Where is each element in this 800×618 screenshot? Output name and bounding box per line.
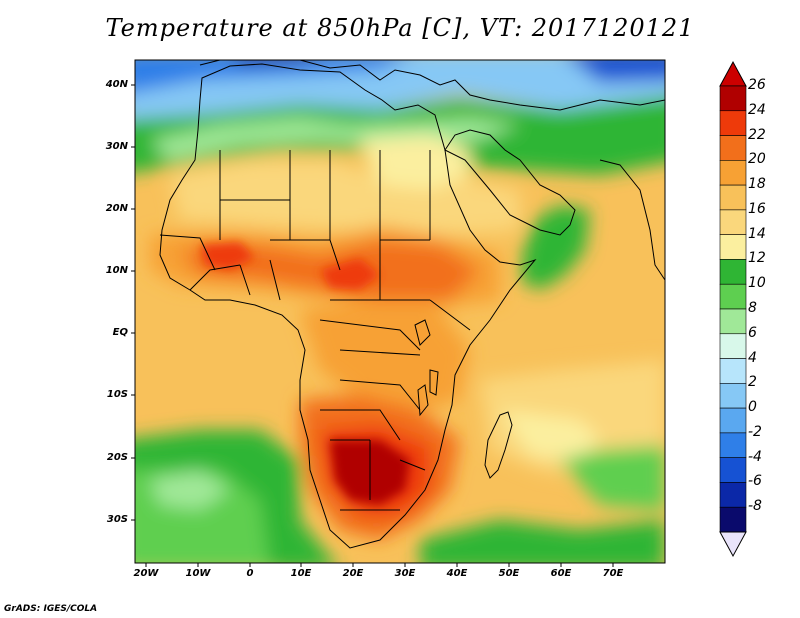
colorbar-label: 24 bbox=[748, 101, 766, 118]
colorbar-cell bbox=[719, 209, 747, 235]
lat-label-30s: 30S bbox=[106, 514, 128, 525]
lon-label-60e: 60E bbox=[550, 568, 572, 579]
lat-label-20s: 20S bbox=[106, 452, 128, 463]
colorbar-cell bbox=[719, 283, 747, 310]
colorbar-label: 16 bbox=[748, 200, 766, 217]
lat-label-40n: 40N bbox=[105, 79, 128, 90]
colorbar-label: -6 bbox=[748, 473, 762, 490]
colorbar-label: 18 bbox=[748, 176, 766, 193]
colorbar-cell bbox=[719, 160, 747, 186]
colorbar-cell bbox=[719, 333, 747, 359]
colorbar-cell bbox=[719, 135, 747, 161]
colorbar-label: 10 bbox=[748, 275, 766, 292]
colorbar-under-arrow bbox=[719, 531, 747, 558]
colorbar-cell bbox=[719, 358, 747, 384]
temperature-field bbox=[135, 60, 665, 563]
lat-label-10s: 10S bbox=[106, 389, 128, 400]
colorbar-label: -2 bbox=[748, 423, 762, 440]
lon-label-40e: 40E bbox=[446, 568, 468, 579]
colorbar-cell bbox=[719, 184, 747, 211]
colorbar-cell bbox=[719, 259, 747, 285]
credit-text: GrADS: IGES/COLA bbox=[4, 604, 98, 614]
colorbar-label: 20 bbox=[748, 151, 766, 168]
colorbar-cell bbox=[719, 407, 747, 434]
lon-label-10w: 10W bbox=[185, 568, 211, 579]
lon-label-20w: 20W bbox=[133, 568, 159, 579]
colorbar-label: 6 bbox=[748, 324, 757, 341]
colorbar-label: 8 bbox=[748, 300, 757, 316]
lon-label-50e: 50E bbox=[498, 568, 520, 579]
colorbar-cell bbox=[719, 506, 747, 533]
colorbar-label: -4 bbox=[748, 448, 762, 465]
lon-label-10e: 10E bbox=[290, 568, 312, 579]
colorbar-cell bbox=[719, 457, 747, 483]
colorbar-label: 22 bbox=[748, 126, 766, 143]
colorbar-cell bbox=[719, 308, 747, 335]
colorbar-label: 14 bbox=[748, 225, 766, 242]
lon-label-0: 0 bbox=[246, 568, 254, 579]
colorbar-label: 26 bbox=[748, 77, 766, 93]
lon-label-20e: 20E bbox=[342, 568, 364, 579]
colorbar-label: 4 bbox=[748, 349, 757, 366]
coastlines bbox=[159, 60, 665, 549]
colorbar-cell bbox=[719, 432, 747, 458]
map-title: Temperature at 850hPa [C], VT: 201712012… bbox=[105, 14, 695, 42]
map-frame bbox=[134, 59, 666, 564]
colorbar-label: 2 bbox=[748, 374, 757, 391]
colorbar bbox=[719, 60, 747, 558]
lat-label-eq: EQ bbox=[112, 327, 128, 338]
lon-label-30e: 30E bbox=[394, 568, 416, 579]
colorbar-label: 0 bbox=[748, 399, 757, 416]
axis-ticks bbox=[131, 84, 614, 567]
colorbar-cell bbox=[719, 110, 747, 136]
colorbar-cell bbox=[719, 482, 747, 508]
colorbar-label: 12 bbox=[748, 250, 766, 267]
lat-label-10n: 10N bbox=[105, 265, 128, 276]
lat-label-20n: 20N bbox=[105, 203, 128, 214]
lon-label-70e: 70E bbox=[602, 568, 624, 579]
colorbar-label: -8 bbox=[748, 498, 762, 515]
colorbar-cell bbox=[719, 383, 747, 409]
colorbar-over-arrow bbox=[719, 60, 747, 87]
colorbar-cell bbox=[719, 234, 747, 260]
lat-label-30n: 30N bbox=[105, 141, 128, 152]
colorbar-cell bbox=[719, 85, 747, 112]
